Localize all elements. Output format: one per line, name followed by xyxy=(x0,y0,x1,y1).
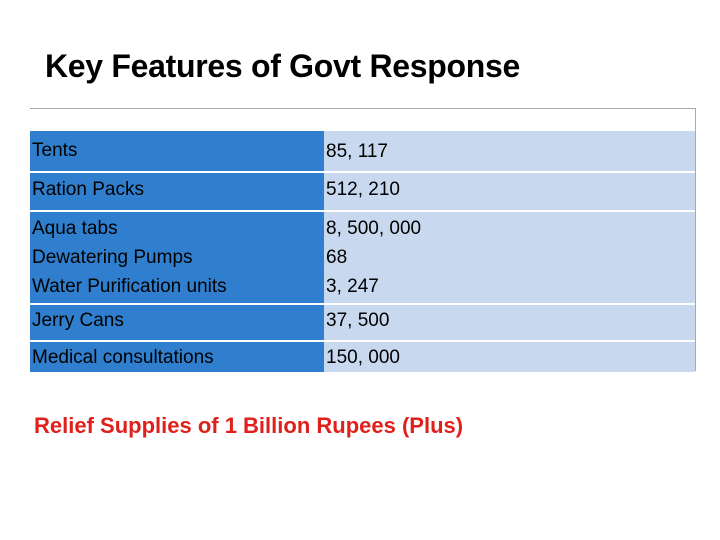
table-row: Ration Packs 512, 210 xyxy=(30,173,695,210)
item-value: 85, 117 xyxy=(326,141,388,162)
item-label: Aqua tabs xyxy=(32,218,118,239)
item-value: 68 xyxy=(326,247,348,268)
relief-supplies-note: Relief Supplies of 1 Billion Rupees (Plu… xyxy=(34,413,464,438)
item-label: Ration Packs xyxy=(32,179,144,200)
item-cell: Tents xyxy=(30,131,324,171)
item-label: Tents xyxy=(32,140,78,161)
item-label: Medical consultations xyxy=(32,347,214,368)
item-cell: Aqua tabs Dewatering Pumps Water Purific… xyxy=(30,212,324,303)
item-cell: Ration Packs xyxy=(30,173,324,210)
value-cell: 37, 500 xyxy=(324,305,695,340)
table-row: Tents 85, 117 xyxy=(30,131,695,171)
item-value: 8, 500, 000 xyxy=(326,218,422,239)
item-cell: Jerry Cans xyxy=(30,305,324,340)
item-cell: Medical consultations xyxy=(30,342,324,372)
table-row: Medical consultations 150, 000 xyxy=(30,342,695,372)
value-cell: 85, 117 xyxy=(324,131,695,171)
item-value: 37, 500 xyxy=(326,310,390,331)
page-title: Key Features of Govt Response xyxy=(45,48,520,84)
table-row-group: Aqua tabs Dewatering Pumps Water Purific… xyxy=(30,212,695,303)
item-value: 150, 000 xyxy=(326,347,400,368)
table-row: Jerry Cans 37, 500 xyxy=(30,305,695,340)
item-label: Jerry Cans xyxy=(32,310,124,331)
item-label: Dewatering Pumps xyxy=(32,247,193,268)
item-value: 3, 247 xyxy=(326,276,379,297)
item-value: 512, 210 xyxy=(326,179,400,200)
value-cell: 512, 210 xyxy=(324,173,695,210)
response-table: Tents 85, 117 Ration Packs 512, 210 Aqua… xyxy=(30,108,696,372)
value-cell: 150, 000 xyxy=(324,342,695,372)
item-label: Water Purification units xyxy=(32,276,227,297)
value-cell: 8, 500, 000 68 3, 247 xyxy=(324,212,695,303)
